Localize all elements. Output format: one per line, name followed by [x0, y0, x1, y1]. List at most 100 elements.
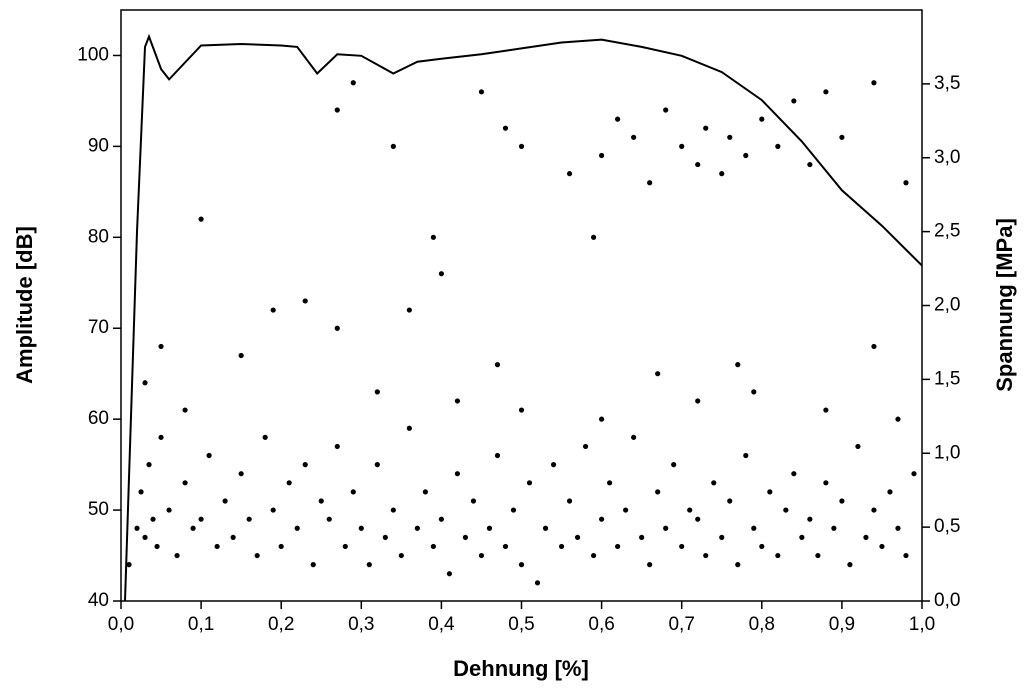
scatter-point — [599, 416, 605, 422]
scatter-point — [462, 534, 469, 540]
y2-tick-label: 1,5 — [934, 368, 960, 389]
scatter-point — [815, 552, 821, 559]
scatter-point — [154, 543, 160, 550]
scatter-point — [871, 80, 877, 86]
scatter-point — [855, 443, 861, 450]
scatter-point — [310, 562, 316, 568]
scatter-point — [871, 343, 877, 350]
x-tick-label: 0,6 — [588, 614, 614, 635]
scatter-point — [214, 543, 220, 550]
x-tick-label: 0,8 — [749, 614, 775, 635]
scatter-point — [142, 380, 148, 386]
scatter-point — [398, 552, 404, 559]
scatter-point — [903, 552, 909, 559]
scatter-point — [422, 489, 428, 495]
scatter-point — [639, 534, 645, 540]
scatter-point — [486, 525, 493, 531]
scatter-point — [719, 534, 725, 540]
scatter-point — [374, 389, 380, 395]
scatter-point — [839, 498, 845, 504]
scatter-point — [278, 543, 284, 550]
scatter-point — [807, 516, 813, 522]
scatter-point — [502, 543, 509, 550]
scatter-point — [775, 552, 781, 559]
scatter-point — [222, 498, 228, 504]
scatter-point — [390, 143, 396, 149]
y2-tick-label: 0,0 — [934, 590, 960, 611]
scatter-point — [342, 543, 348, 550]
scatter-point — [799, 534, 805, 540]
scatter-point — [262, 434, 268, 440]
scatter-point — [142, 534, 148, 540]
scatter-point — [783, 507, 789, 513]
scatter-point — [615, 116, 621, 122]
scatter-point — [566, 171, 573, 177]
scatter-point — [126, 562, 132, 568]
y2-tick-label: 2,0 — [934, 295, 960, 316]
scatter-point — [334, 443, 340, 450]
scatter-point — [238, 352, 244, 359]
plot-frame — [120, 9, 923, 602]
scatter-point — [719, 171, 725, 177]
scatter-point — [358, 525, 364, 531]
y-tick-label: 100 — [77, 44, 109, 65]
scatter-point — [518, 143, 525, 149]
x-tick-label: 1,0 — [909, 614, 935, 635]
scatter-point — [751, 525, 757, 531]
scatter-point — [430, 234, 436, 240]
scatter-point — [406, 307, 412, 313]
scatter-point — [174, 552, 180, 559]
scatter-point — [647, 180, 653, 186]
scatter-point — [138, 489, 144, 495]
scatter-point — [574, 534, 581, 540]
scatter-point — [631, 134, 637, 140]
scatter-point — [534, 580, 541, 586]
scatter-point — [759, 116, 765, 122]
scatter-point — [302, 462, 308, 468]
scatter-point — [735, 362, 741, 368]
scatter-point — [254, 552, 260, 559]
scatter-point — [599, 152, 605, 159]
scatter-point — [350, 80, 356, 86]
scatter-point — [775, 143, 781, 149]
scatter-point — [406, 425, 412, 431]
scatter-point — [727, 134, 733, 140]
scatter-point — [206, 452, 212, 459]
stress-line — [124, 33, 923, 602]
scatter-point — [887, 489, 893, 495]
scatter-point — [438, 271, 444, 277]
scatter-point — [727, 498, 733, 504]
scatter-point — [671, 462, 677, 468]
scatter-point — [895, 416, 901, 422]
scatter-point — [518, 562, 525, 568]
scatter-point — [607, 480, 613, 486]
scatter-point — [446, 571, 453, 577]
scatter-point — [655, 489, 661, 495]
scatter-point — [350, 489, 356, 495]
scatter-point — [871, 507, 877, 513]
x-tick-label: 0,4 — [428, 614, 455, 635]
scatter-point — [302, 298, 308, 304]
scatter-point — [831, 525, 837, 531]
scatter-point — [326, 516, 332, 522]
scatter-point — [230, 534, 236, 540]
scatter-point — [270, 507, 276, 513]
y2-tick-label: 3,5 — [934, 73, 960, 94]
y2-axis-title: Spannung [MPa] — [992, 218, 1017, 392]
scatter-point — [134, 525, 140, 531]
scatter-point — [146, 462, 152, 468]
scatter-point — [590, 552, 597, 559]
scatter-point — [911, 471, 917, 477]
y-tick-label: 70 — [88, 317, 109, 338]
y-tick-label: 40 — [88, 590, 109, 611]
scatter-point — [526, 480, 533, 486]
scatter-point — [703, 125, 709, 131]
scatter-point — [366, 562, 372, 568]
scatter-point — [647, 562, 653, 568]
scatter-point — [414, 525, 420, 531]
y2-tick-label: 0,5 — [934, 516, 960, 537]
scatter-point — [390, 507, 396, 513]
scatter-point — [743, 152, 749, 159]
scatter-point — [478, 552, 485, 559]
scatter-point — [590, 234, 597, 240]
